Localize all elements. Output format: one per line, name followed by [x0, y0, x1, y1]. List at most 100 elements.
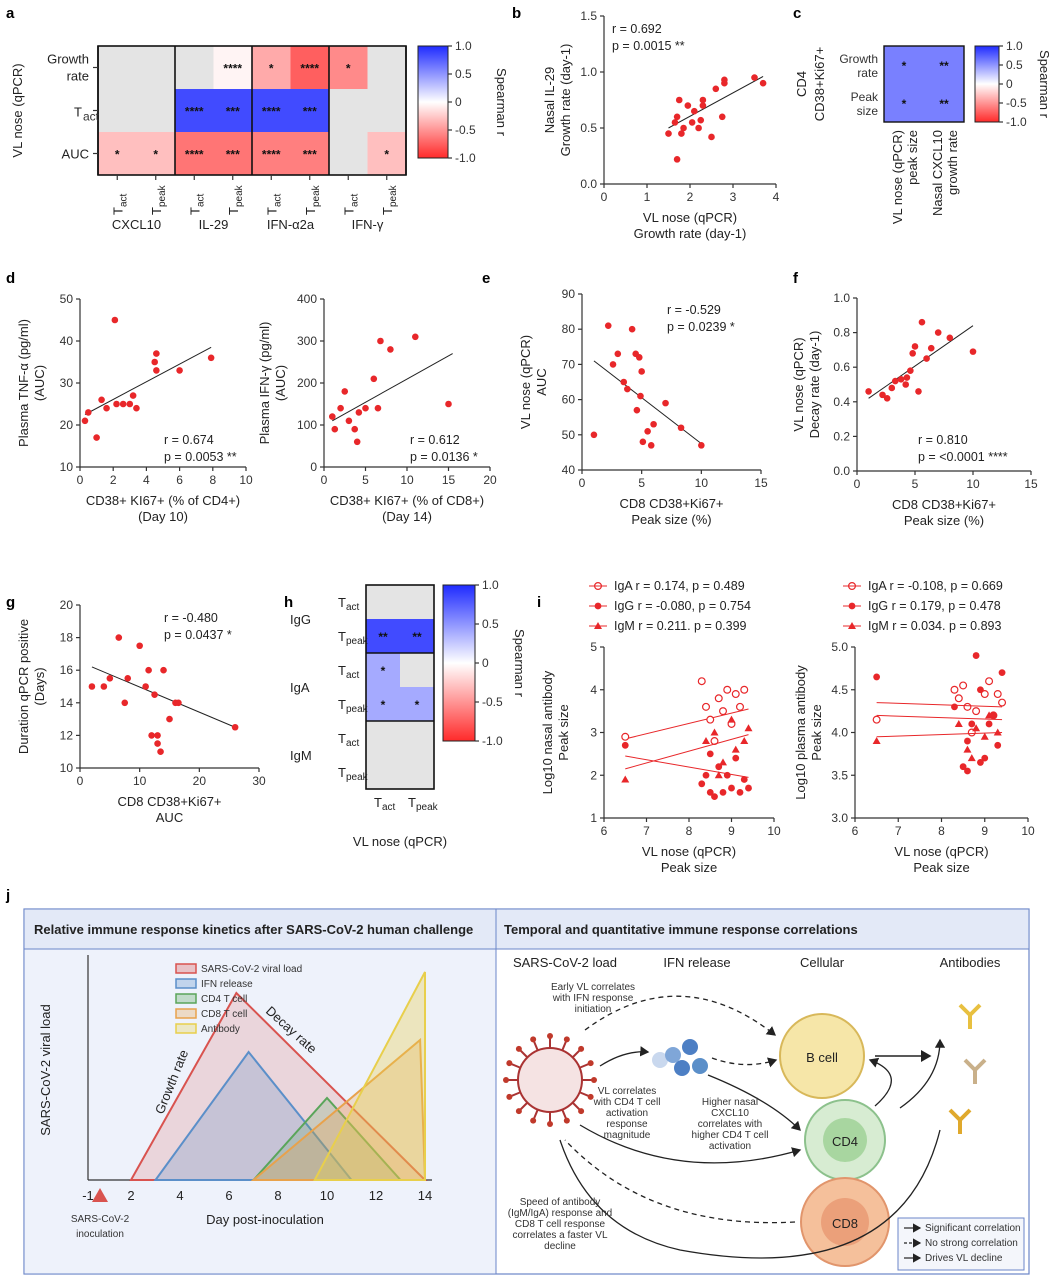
- cell-stars: ***: [226, 105, 240, 119]
- x-axis-label: Peak size: [661, 860, 717, 875]
- y-tick-label: 90: [562, 287, 576, 301]
- col-label: Tact: [374, 795, 396, 813]
- data-point: [712, 85, 720, 93]
- y-axis-label: (AUC): [32, 365, 47, 401]
- heat-cell: [400, 585, 434, 619]
- data-point: [153, 367, 160, 374]
- y-tick-label: 20: [60, 418, 74, 432]
- note-speed: Speed of antibody: [520, 1197, 601, 1208]
- colorbar-tick-label: 1.0: [482, 578, 499, 592]
- y-tick-label: 1.5: [580, 9, 597, 23]
- data-point: [100, 683, 108, 690]
- data-point: [946, 334, 954, 342]
- heat-cell: [98, 46, 137, 89]
- stat-p: p = 0.0239 *: [667, 320, 735, 334]
- kinetics-x-tick: -1: [82, 1188, 94, 1203]
- legend-entry: IgG r = 0.179, p = 0.478: [868, 599, 1001, 613]
- cell-stars: **: [939, 97, 949, 111]
- point-IgA: [872, 715, 881, 724]
- heatmap-border: [365, 584, 435, 790]
- data-point: [923, 355, 930, 362]
- note-early-vl: Early VL correlates: [551, 982, 635, 993]
- cd8-label: CD8: [832, 1216, 858, 1231]
- heat-cell: [367, 132, 406, 175]
- y-axis-label: VL nose (qPCR): [10, 63, 25, 157]
- group-label: IgM: [290, 748, 312, 763]
- stat-r: r = -0.480: [164, 611, 218, 625]
- y-axis-label: VL nose (qPCR): [518, 335, 533, 429]
- x-tick-label: 9: [728, 824, 735, 838]
- col-label: Tact: [187, 193, 206, 215]
- data-point: [353, 438, 361, 446]
- point-IgA: [963, 702, 972, 711]
- row-label: size: [857, 104, 879, 118]
- data-point: [590, 431, 598, 439]
- x-tick-label: 30: [252, 774, 266, 788]
- heat-cell: [924, 46, 964, 84]
- key-label: Significant correlation: [925, 1223, 1021, 1234]
- kinetics-x-tick: 8: [274, 1188, 281, 1203]
- point-IgA: [701, 702, 710, 711]
- y-tick-label: 0.2: [833, 429, 850, 443]
- point-IgA: [731, 690, 740, 699]
- point-IgM: [963, 745, 972, 753]
- col-label: Tpeak: [149, 184, 168, 215]
- note-early-vl: with IFN response: [552, 993, 634, 1004]
- x-tick-label: 10: [767, 824, 781, 838]
- cell-stars: ***: [303, 148, 317, 162]
- stat-r: r = 0.674: [164, 433, 214, 447]
- ifn-molecule: [682, 1039, 698, 1055]
- virus-spike-tip: [503, 1077, 509, 1083]
- point-IgG: [977, 686, 984, 694]
- note-cxcl10: higher CD4 T cell: [692, 1130, 769, 1141]
- inoculation-label: SARS-CoV-2: [71, 1214, 130, 1225]
- cell-stars: **: [939, 59, 949, 73]
- x-tick-label: 7: [895, 824, 902, 838]
- group-label: IgA: [290, 680, 310, 695]
- fit-line: [91, 666, 236, 728]
- row-label: Growth: [839, 52, 878, 66]
- heat-cell: [252, 89, 291, 132]
- charts-layer: **** * **** ***** *** **** **** * **** *** **** ***…: [10, 9, 1052, 875]
- point-IgM: [727, 715, 736, 723]
- data-point: [370, 375, 378, 383]
- left-body: [23, 948, 497, 1275]
- group-label: IL-29: [199, 217, 229, 232]
- point-IgM: [719, 758, 727, 766]
- panel-label-i: i: [537, 594, 541, 611]
- col-label: Tpeak: [380, 184, 399, 215]
- data-point: [153, 350, 160, 357]
- data-point: [695, 124, 702, 132]
- y-axis-label: VL nose (qPCR): [791, 337, 806, 431]
- y-tick-label: 400: [297, 292, 317, 306]
- col-label: Nasal CXCL10: [930, 130, 945, 216]
- data-point: [677, 424, 685, 432]
- chart-f: 0 5 10 15 0.0 0.2 0.4 0.6 0.8 1.0 CD8 CD38+Ki67+Pe…: [791, 291, 1038, 528]
- heat-cell: [290, 46, 329, 89]
- antibody-icon: [963, 1058, 987, 1084]
- point-IgM: [980, 732, 989, 740]
- heat-cell: [175, 132, 214, 175]
- colorbar: [442, 584, 476, 742]
- heat-cell: [884, 84, 924, 122]
- data-point: [902, 381, 910, 388]
- legend-swatch: [175, 993, 197, 1004]
- heat-cell: [400, 653, 434, 687]
- heat-cell: [366, 687, 400, 721]
- data-point: [341, 388, 349, 395]
- heat-cell: [329, 132, 368, 175]
- data-point: [119, 400, 127, 408]
- x-tick-label: 0: [77, 774, 84, 788]
- arrow-solid: [707, 1074, 801, 1131]
- legend-entry: IgM r = 0.211. p = 0.399: [614, 619, 747, 633]
- point-IgG: [964, 767, 971, 775]
- data-point: [111, 316, 119, 324]
- virus-spike-tip: [563, 1117, 570, 1124]
- data-point: [106, 675, 114, 682]
- y-tick-label: 3: [590, 726, 597, 740]
- data-point: [662, 399, 669, 407]
- cell-stars: *: [115, 148, 120, 162]
- y-axis-label: Log10 plasma antibody: [793, 665, 808, 800]
- x-axis-label: VL nose (qPCR): [643, 210, 737, 225]
